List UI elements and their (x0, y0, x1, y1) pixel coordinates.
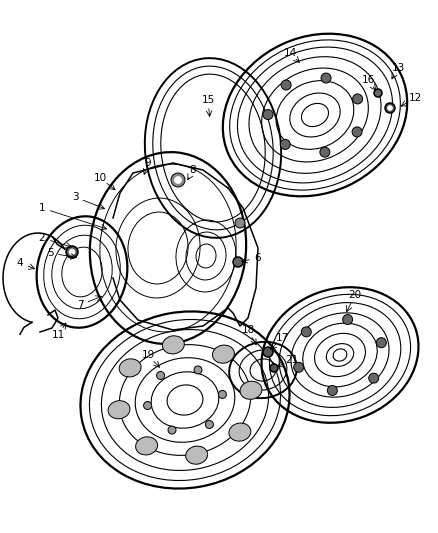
Circle shape (280, 140, 290, 149)
Circle shape (321, 73, 331, 83)
Circle shape (263, 347, 273, 357)
Circle shape (270, 364, 278, 372)
Circle shape (156, 372, 165, 379)
Circle shape (352, 127, 362, 137)
Text: 5: 5 (47, 248, 53, 258)
Circle shape (301, 327, 311, 337)
Circle shape (376, 338, 386, 348)
Ellipse shape (108, 401, 130, 419)
Circle shape (293, 362, 304, 373)
Circle shape (327, 385, 337, 395)
Circle shape (235, 218, 245, 228)
Text: 12: 12 (408, 93, 422, 103)
Text: 10: 10 (93, 173, 106, 183)
Ellipse shape (162, 336, 184, 354)
Circle shape (374, 89, 382, 97)
Circle shape (219, 391, 226, 399)
Circle shape (388, 106, 392, 110)
Text: 19: 19 (141, 350, 155, 360)
Text: 6: 6 (254, 253, 261, 263)
Circle shape (205, 421, 213, 429)
Text: 21: 21 (286, 355, 299, 365)
Circle shape (320, 147, 330, 157)
Circle shape (369, 373, 379, 383)
Text: 7: 7 (77, 300, 83, 310)
Ellipse shape (229, 423, 251, 441)
Ellipse shape (136, 437, 158, 455)
Ellipse shape (119, 359, 141, 377)
Ellipse shape (240, 381, 262, 399)
Text: 14: 14 (283, 48, 297, 58)
Text: 11: 11 (51, 330, 65, 340)
Text: 4: 4 (17, 258, 23, 268)
Circle shape (343, 314, 353, 325)
Circle shape (144, 401, 152, 409)
Text: 18: 18 (241, 325, 254, 335)
Circle shape (385, 103, 395, 113)
Circle shape (174, 176, 181, 183)
Text: 15: 15 (201, 95, 215, 105)
Circle shape (281, 80, 291, 90)
Circle shape (353, 94, 363, 104)
Circle shape (168, 426, 176, 434)
Circle shape (69, 249, 75, 255)
Text: 2: 2 (39, 233, 45, 243)
Text: 3: 3 (72, 192, 78, 202)
Ellipse shape (186, 446, 208, 464)
Text: 20: 20 (349, 290, 361, 300)
Text: 1: 1 (39, 203, 45, 213)
Circle shape (233, 257, 243, 267)
Text: 16: 16 (361, 75, 374, 85)
Circle shape (171, 173, 185, 187)
Text: 17: 17 (276, 333, 289, 343)
Circle shape (66, 246, 78, 258)
Circle shape (263, 110, 273, 119)
Text: 8: 8 (190, 165, 196, 175)
Text: 13: 13 (392, 63, 405, 73)
Circle shape (194, 366, 202, 374)
Ellipse shape (212, 345, 234, 363)
Text: 9: 9 (145, 158, 151, 168)
